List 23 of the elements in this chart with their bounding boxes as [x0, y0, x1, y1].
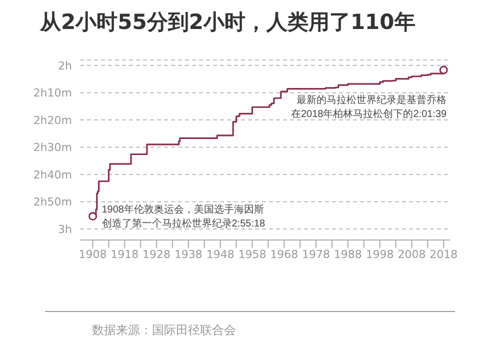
x-tick-label: 1928 — [142, 248, 171, 261]
y-tick-label: 2h — [58, 59, 72, 72]
x-tick-label: 1958 — [238, 248, 266, 261]
y-tick-label: 2h20m — [33, 114, 72, 127]
x-tick-label: 1908 — [78, 248, 107, 261]
x-tick-label: 2018 — [430, 248, 458, 261]
chart-title: 从2小时55分到2小时，人类用了110年 — [40, 9, 416, 36]
x-tick-label: 2008 — [398, 248, 426, 261]
y-tick-label: 3h — [58, 222, 72, 236]
y-tick-label: 2h50m — [33, 196, 72, 209]
y-tick-label: 2h10m — [33, 86, 72, 100]
y-tick-label: 2h40m — [33, 168, 72, 182]
x-tick-label: 1968 — [270, 248, 298, 261]
x-tick-label: 1948 — [206, 248, 234, 261]
annotation: 最新的马拉松世界纪录是基普乔格在2018年柏林马拉松创下的2:01:39 — [290, 94, 448, 120]
x-tick-label: 1978 — [302, 248, 330, 261]
y-tick-label: 2h30m — [33, 141, 72, 154]
x-tick-label: 1998 — [366, 248, 394, 261]
x-tick-label: 1988 — [334, 248, 362, 261]
source-note: 数据来源：国际田径联合会 — [92, 322, 236, 339]
annotation: 1908年伦敦奥运会，美国选手海因斯创造了第一个马拉松世界纪录2:55:18 — [102, 203, 266, 230]
x-tick-label: 1938 — [174, 248, 202, 261]
x-tick-label: 1918 — [110, 248, 139, 261]
